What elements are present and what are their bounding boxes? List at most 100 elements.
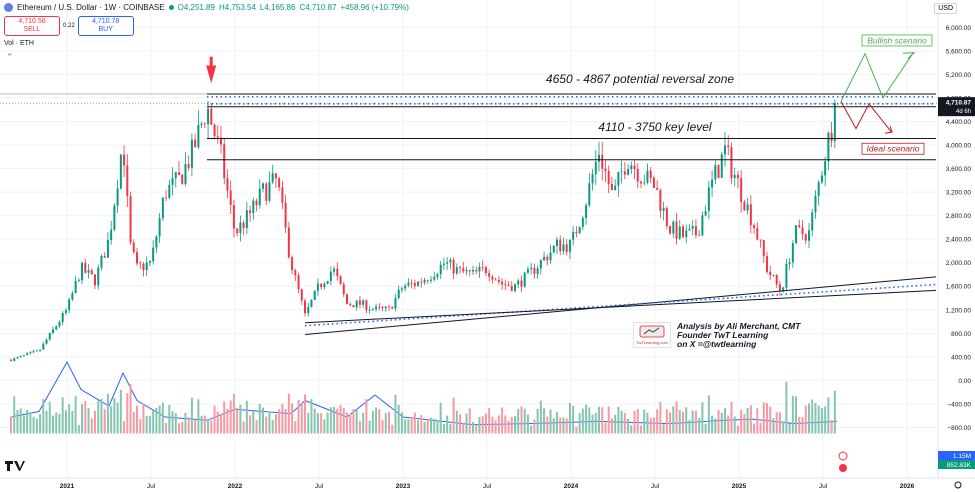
buy-button[interactable]: 4,710.78 BUY — [77, 16, 134, 36]
buy-label: BUY — [98, 26, 113, 33]
candle-body — [152, 247, 155, 262]
candle-body — [646, 170, 649, 183]
candle-body — [743, 202, 746, 211]
candle-body — [42, 343, 45, 350]
volume-bar — [756, 408, 759, 434]
price-tick-label: 3,200.00 — [946, 190, 972, 197]
candle-body — [472, 270, 474, 272]
candle-body — [210, 108, 213, 125]
candle-body — [113, 205, 116, 230]
volume-bar — [533, 419, 536, 434]
bullish-scenario-label: Bullish scenario — [867, 35, 927, 45]
candle-body — [287, 227, 290, 258]
candle-body — [413, 283, 416, 286]
volume-bar — [623, 413, 626, 434]
currency-button[interactable]: USD — [934, 3, 957, 14]
candle-body — [481, 267, 484, 268]
volume-legend[interactable]: Vol · ETH — [4, 40, 34, 47]
candle-body — [649, 170, 652, 178]
candle-body — [388, 306, 390, 308]
volume-bar — [436, 420, 439, 434]
candle-body — [375, 306, 378, 310]
candle-body — [349, 303, 352, 306]
volume-bar — [39, 414, 42, 434]
volume-bar — [388, 411, 390, 434]
candle-body — [58, 322, 61, 327]
candle-body — [504, 284, 507, 286]
volume-bar — [158, 405, 161, 434]
gear-icon[interactable] — [954, 481, 962, 489]
volume-bar — [300, 403, 303, 434]
volume-bar — [526, 414, 529, 434]
time-axis[interactable]: 2021 Jul 2022 Jul 2023 Jul 2024 Jul 2025 Jul 2026 — [0, 477, 975, 492]
candle-body — [494, 279, 497, 281]
volume-bar — [439, 402, 442, 434]
candle-body — [756, 228, 759, 240]
candle-body — [329, 271, 332, 281]
buy-price: 4,710.78 — [92, 18, 120, 25]
candle-body — [271, 173, 274, 183]
volume-bar — [449, 424, 452, 434]
collapse-chevron-icon[interactable]: ⌃ — [6, 52, 14, 62]
support-trendline-upper — [304, 289, 937, 324]
volume-bar — [103, 409, 106, 434]
tradingview-logo-icon[interactable] — [5, 460, 25, 472]
volume-bar — [19, 408, 22, 434]
volume-bar — [607, 406, 610, 434]
volume-bar — [310, 399, 313, 434]
candle-body — [698, 235, 701, 236]
volume-bar — [404, 419, 407, 434]
candle-body — [346, 294, 348, 304]
candle-body — [352, 305, 355, 308]
volume-bar — [614, 414, 617, 434]
candle-body — [468, 270, 471, 272]
candle-body — [824, 161, 827, 176]
volume-bar — [384, 413, 387, 434]
candle-body — [730, 147, 733, 179]
price-tick-label: −400.00 — [947, 401, 971, 408]
volume-bar — [543, 408, 546, 434]
volume-bar — [203, 415, 206, 434]
volume-bar — [336, 408, 339, 434]
volume-bar — [355, 410, 358, 434]
candle-body — [274, 173, 277, 179]
volume-bar — [375, 407, 378, 434]
volume-bar — [730, 402, 733, 434]
volume-bar — [35, 418, 38, 434]
candle-body — [488, 273, 491, 277]
vol-ma-value: 1.15M — [953, 453, 971, 460]
volume-bar — [530, 425, 533, 434]
candle-body — [759, 239, 762, 241]
candle-body — [782, 287, 785, 292]
volume-bar — [446, 415, 449, 434]
candle-body — [307, 306, 310, 314]
candle-body — [394, 298, 397, 309]
candle-body — [262, 183, 264, 189]
volume-bar — [184, 412, 187, 434]
candle-body — [724, 145, 726, 155]
volume-bar — [16, 410, 19, 434]
candle-body — [220, 137, 222, 145]
volume-bar — [801, 417, 804, 434]
volume-bar — [245, 400, 248, 434]
time-tick-label: Jul — [483, 483, 492, 490]
volume-bar — [200, 415, 203, 434]
volume-bar — [52, 415, 54, 434]
candle-body — [342, 284, 345, 295]
price-tick-label: 2,400.00 — [946, 237, 972, 244]
candle-body — [200, 123, 203, 125]
candle-body — [530, 267, 533, 270]
candle-body — [640, 181, 642, 184]
candle-body — [501, 281, 504, 285]
symbol-title[interactable]: Ethereum / U.S. Dollar · 1W · COINBASE — [17, 3, 165, 12]
volume-bar — [465, 413, 468, 434]
volume-bar — [701, 402, 704, 434]
sell-button[interactable]: 4,710.56 SELL — [4, 16, 60, 36]
candle-body — [155, 236, 158, 248]
price-axis[interactable]: 6,000.005,600.005,200.004,800.004,400.00… — [937, 0, 975, 492]
candle-body — [523, 272, 526, 287]
candle-body — [19, 355, 22, 358]
volume-bar — [413, 412, 416, 434]
volume-bar — [394, 394, 397, 434]
